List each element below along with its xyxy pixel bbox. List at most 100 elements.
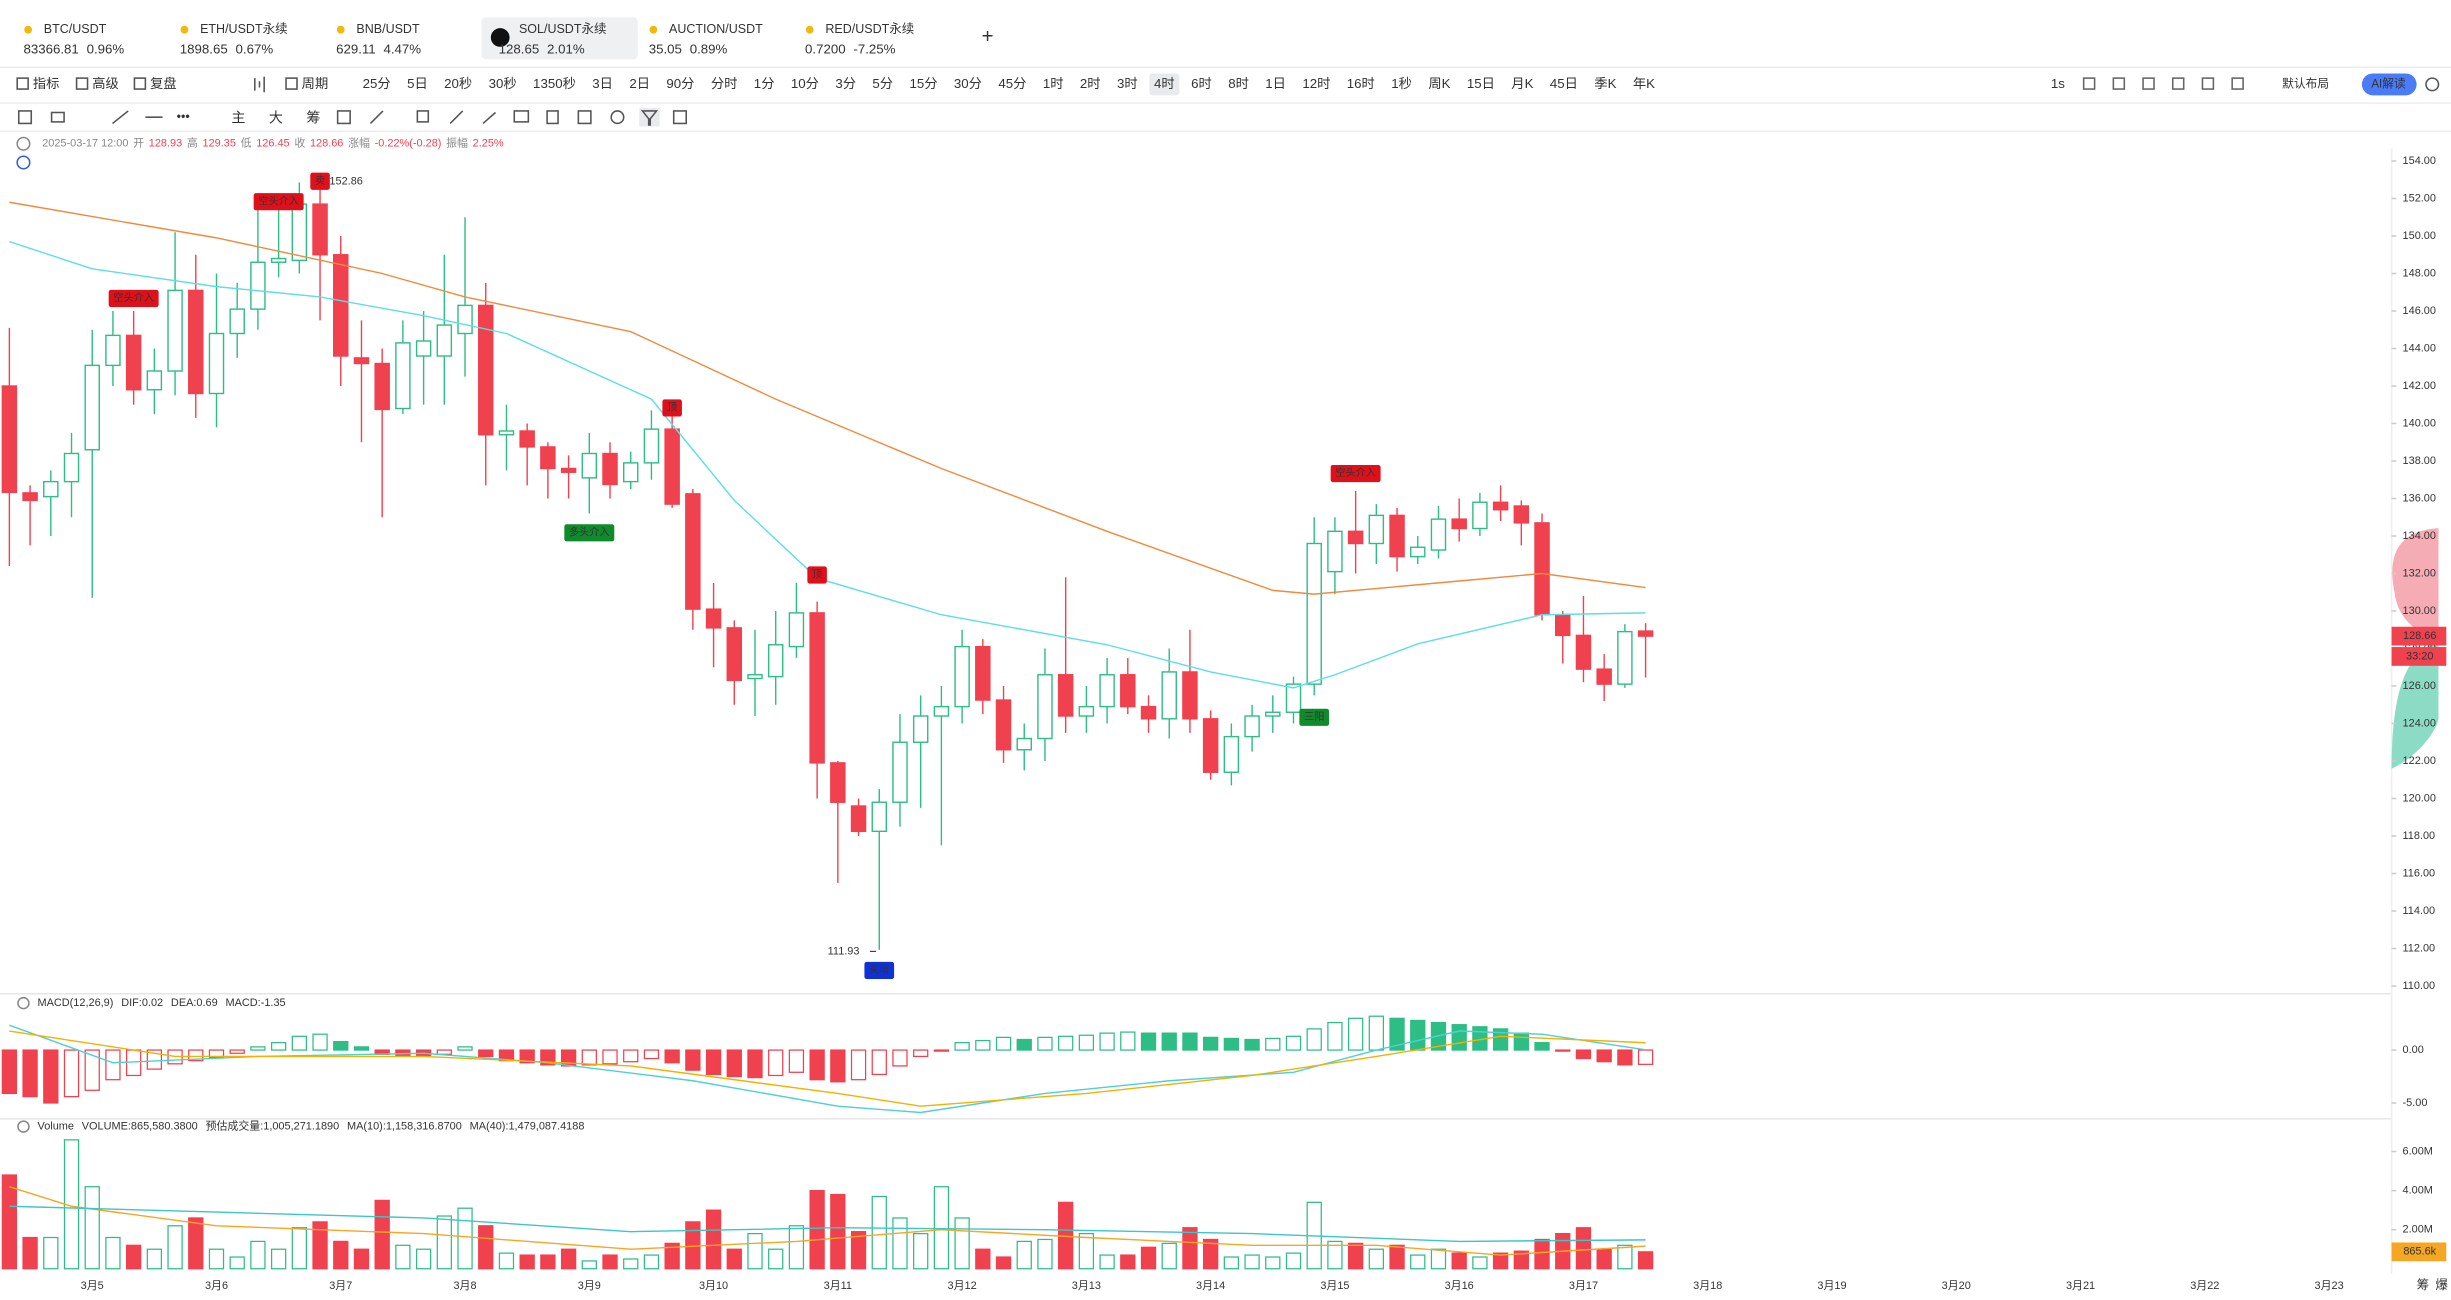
volume-bar	[353, 1248, 370, 1270]
icon[interactable]	[336, 110, 351, 125]
candle-body	[540, 446, 556, 470]
period-button[interactable]: 1350秒	[533, 76, 576, 91]
period-button[interactable]: 季K	[1594, 76, 1616, 91]
panel-header: Volume	[38, 1120, 74, 1132]
icon[interactable]	[640, 110, 659, 126]
period-button[interactable]: 5分	[872, 76, 893, 91]
period-button[interactable]: 5日	[407, 76, 428, 91]
toolbar-button[interactable]: 指标	[33, 76, 60, 91]
selected-tab[interactable]	[481, 17, 638, 60]
macd-bar	[353, 1046, 370, 1051]
period-button[interactable]: 3日	[592, 76, 613, 91]
tab-symbol[interactable]: RED/USDT永续	[825, 22, 914, 36]
y-tick-label: 150.00	[2403, 230, 2436, 242]
info-item: 126.45	[256, 138, 289, 150]
help-icon[interactable]	[16, 155, 31, 170]
toolbar-icon[interactable]	[2171, 77, 2185, 90]
indicator-toggle[interactable]: 主	[231, 109, 245, 125]
y-tick-label: 130.00	[2403, 605, 2436, 617]
candle-body	[63, 452, 80, 483]
period-button[interactable]: 25分	[363, 76, 391, 91]
period-button[interactable]: 90分	[666, 76, 694, 91]
icon[interactable]	[513, 110, 530, 123]
candle-body	[602, 452, 618, 486]
icon[interactable]	[672, 110, 687, 125]
toolbar-icon[interactable]	[2231, 77, 2244, 90]
tab-symbol[interactable]: SOL/USDT永续	[519, 22, 607, 36]
icon[interactable]	[546, 110, 559, 125]
signal-label: 卖	[310, 172, 330, 190]
period-button[interactable]: 3时	[1117, 76, 1138, 91]
toolbar-button[interactable]: 高级	[92, 75, 119, 91]
icon[interactable]	[449, 110, 464, 124]
ai-button[interactable]	[2361, 73, 2417, 96]
period-button[interactable]: 45分	[998, 76, 1026, 91]
period-button[interactable]: 30分	[954, 76, 982, 91]
icon[interactable]	[112, 110, 129, 125]
period-button[interactable]: 2时	[1080, 76, 1101, 91]
icon[interactable]	[416, 110, 430, 123]
period-button[interactable]: 2日	[629, 76, 650, 91]
period-button[interactable]: 8时	[1228, 76, 1249, 91]
icon[interactable]	[17, 110, 33, 125]
macd-bar	[1451, 1024, 1467, 1051]
indicator-toggle[interactable]: 大	[269, 109, 283, 125]
period-button[interactable]: 分时	[711, 76, 738, 91]
volume-bar	[850, 1231, 867, 1270]
signal-text: 多头介入	[569, 526, 610, 539]
period-button[interactable]: 30秒	[489, 76, 517, 91]
coin-icon	[649, 25, 658, 34]
collapse-icon[interactable]	[17, 996, 30, 1010]
candle-body	[871, 801, 888, 833]
tab-symbol[interactable]: ETH/USDT永续	[200, 22, 288, 36]
candle-body	[333, 254, 349, 357]
period-button[interactable]: 45日	[1550, 76, 1578, 91]
period-button[interactable]: 16时	[1347, 76, 1375, 91]
candle-body	[22, 492, 38, 502]
side-tool[interactable]: 爆	[2435, 1278, 2448, 1292]
period-button[interactable]: 1日	[1265, 76, 1286, 91]
period-button[interactable]: 15日	[1467, 76, 1495, 91]
period-button[interactable]: 4时	[1154, 76, 1175, 91]
icon[interactable]: •••	[177, 109, 190, 123]
side-tool[interactable]: 筹	[2417, 1277, 2430, 1292]
toolbar-button[interactable]: 1s	[2051, 76, 2065, 91]
icon[interactable]	[610, 110, 625, 125]
period-button[interactable]: 15分	[909, 76, 937, 91]
candle-body	[788, 612, 805, 648]
layout-button[interactable]: 默认布局	[2282, 76, 2329, 90]
icon[interactable]	[482, 111, 497, 125]
period-button[interactable]: 1秒	[1391, 76, 1412, 91]
icon[interactable]	[50, 111, 65, 123]
share-icon[interactable]	[2425, 77, 2440, 92]
toolbar-icon[interactable]	[2201, 77, 2215, 90]
period-button[interactable]: 月K	[1511, 76, 1533, 91]
collapse-icon[interactable]	[16, 136, 31, 151]
period-button[interactable]: 年K	[1633, 76, 1655, 91]
icon[interactable]	[577, 110, 592, 125]
indicator-toggle[interactable]: 筹	[306, 109, 320, 125]
indicator-line	[9, 1030, 1646, 1107]
collapse-icon[interactable]	[17, 1120, 30, 1133]
period-button[interactable]: 1时	[1043, 76, 1064, 91]
period-button[interactable]: 12时	[1302, 76, 1330, 91]
toolbar-icon[interactable]	[2142, 77, 2155, 90]
period-button[interactable]: 10分	[791, 76, 819, 91]
toolbar-icon[interactable]	[2112, 77, 2126, 90]
add-tab[interactable]: +	[982, 26, 994, 48]
tab-change: 0.67%	[236, 42, 274, 57]
toolbar-button[interactable]: 复盘	[150, 75, 177, 91]
tab-symbol[interactable]: BTC/USDT	[44, 22, 107, 36]
ai-button-label[interactable]: AI解读	[2371, 76, 2406, 90]
period-button[interactable]: 1分	[754, 76, 775, 91]
toolbar-button[interactable]: 周期	[302, 76, 329, 91]
icon[interactable]	[369, 110, 384, 124]
period-button[interactable]: 6时	[1191, 76, 1212, 91]
tab-symbol[interactable]: AUCTION/USDT	[669, 22, 763, 36]
tab-symbol[interactable]: BNB/USDT	[356, 22, 420, 36]
period-button[interactable]: 20秒	[444, 76, 472, 91]
toolbar-icon[interactable]	[2082, 77, 2096, 90]
period-button[interactable]: 周K	[1428, 76, 1450, 91]
period-button[interactable]: 3分	[835, 76, 856, 91]
volume-bar	[705, 1209, 722, 1270]
